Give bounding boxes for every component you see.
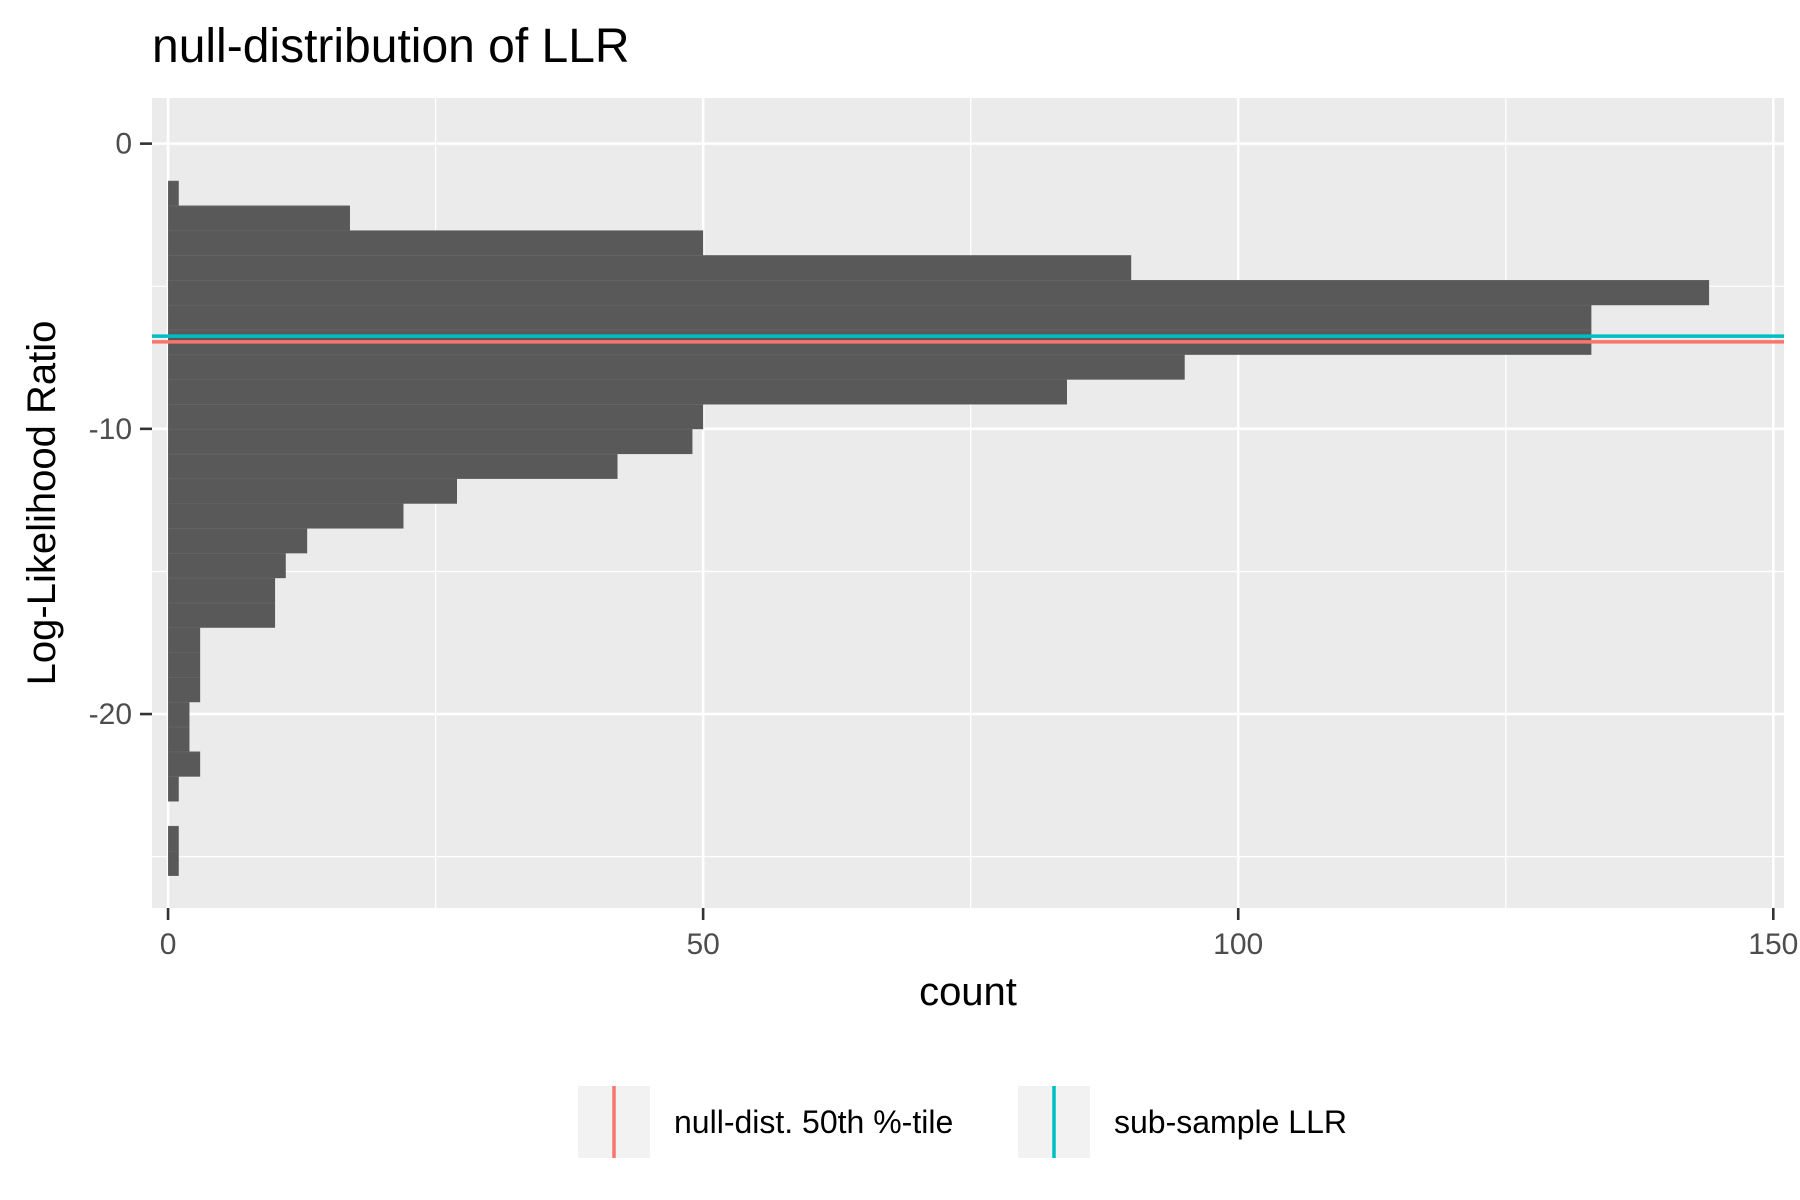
histogram-bar	[168, 751, 201, 777]
y-tick-label: -20	[89, 698, 132, 731]
histogram-bar	[168, 255, 1132, 281]
histogram-bars	[168, 180, 1710, 876]
histogram-bar	[168, 627, 201, 653]
histogram-bar	[168, 578, 276, 603]
y-axis-ticks: 0 -10 -20	[89, 128, 152, 731]
histogram-bar	[168, 478, 457, 504]
reference-lines	[152, 334, 1784, 344]
x-tick-label: 150	[1748, 928, 1798, 961]
histogram-bar	[168, 652, 201, 678]
x-axis-title: count	[919, 970, 1017, 1014]
x-tick-label: 0	[160, 928, 177, 961]
y-axis-title: Log-Likelihood Ratio	[20, 321, 64, 686]
histogram-bar	[168, 230, 704, 256]
y-tick-label: 0	[115, 128, 132, 161]
legend: null-dist. 50th %-tile sub-sample LLR	[578, 1086, 1347, 1158]
x-axis-ticks: 0 50 100 150	[160, 908, 1798, 961]
legend-label: sub-sample LLR	[1114, 1104, 1347, 1140]
histogram-bar	[168, 702, 190, 728]
legend-label: null-dist. 50th %-tile	[674, 1104, 953, 1140]
histogram-bar	[168, 528, 308, 554]
histogram-bar	[168, 776, 179, 802]
histogram-bar	[168, 851, 179, 876]
x-tick-label: 100	[1213, 928, 1263, 961]
chart-title: null-distribution of LLR	[152, 20, 630, 73]
histogram-bar	[168, 602, 276, 628]
histogram-bar	[168, 354, 1185, 380]
histogram-bar	[168, 677, 201, 703]
histogram-bar	[168, 429, 693, 455]
y-tick-label: -10	[89, 413, 132, 446]
histogram-bar	[168, 205, 350, 231]
histogram-bar	[168, 727, 190, 752]
histogram-bar	[168, 379, 1067, 405]
histogram-bar	[168, 454, 618, 479]
x-tick-label: 50	[686, 928, 719, 961]
histogram-bar	[168, 553, 286, 579]
histogram-bar	[168, 280, 1710, 306]
histogram-bar	[168, 826, 179, 852]
histogram-bar	[168, 181, 179, 206]
histogram-bar	[168, 503, 404, 529]
histogram-bar	[168, 305, 1592, 331]
histogram-bar	[168, 404, 704, 430]
